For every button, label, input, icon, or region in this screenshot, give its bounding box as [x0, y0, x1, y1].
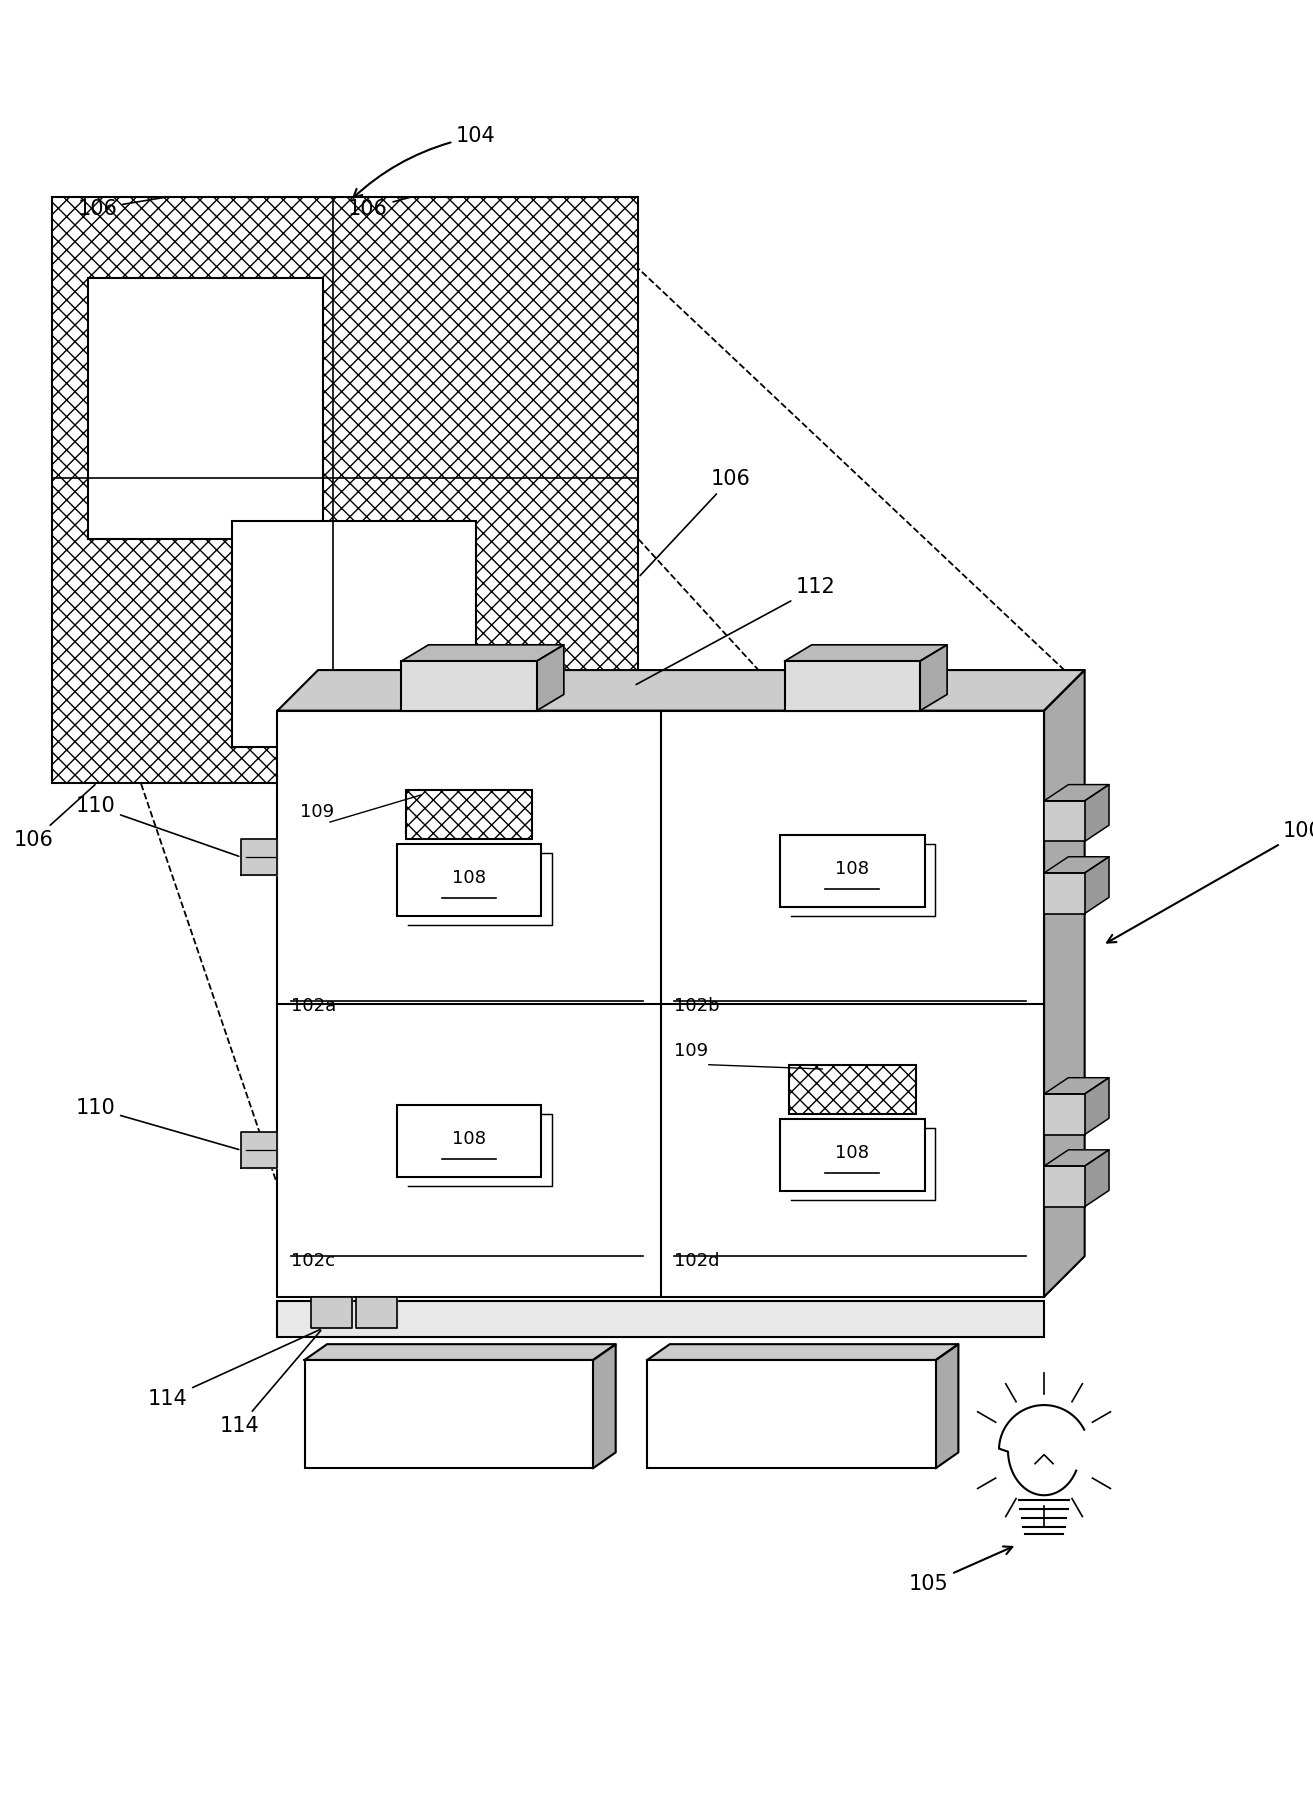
Polygon shape: [402, 644, 563, 660]
Text: 108: 108: [452, 1130, 486, 1148]
Bar: [88, 278, 323, 538]
Text: 102d: 102d: [675, 1251, 720, 1270]
Text: 102a: 102a: [291, 997, 336, 1015]
Text: 108: 108: [835, 860, 869, 879]
Text: 106: 106: [77, 196, 167, 218]
Text: 105: 105: [909, 1546, 1012, 1593]
Polygon shape: [647, 1344, 958, 1361]
Polygon shape: [356, 1297, 397, 1328]
Bar: [305, 1361, 593, 1468]
Text: 106: 106: [14, 784, 95, 849]
Polygon shape: [785, 644, 947, 660]
Bar: [785, 660, 920, 711]
Polygon shape: [1085, 1150, 1109, 1206]
Text: 106: 106: [348, 196, 410, 218]
Bar: [789, 1064, 915, 1115]
Text: 104: 104: [353, 127, 496, 198]
Bar: [277, 1301, 1044, 1337]
Text: 102b: 102b: [675, 997, 720, 1015]
Polygon shape: [1044, 1077, 1109, 1093]
Text: 110: 110: [75, 797, 239, 857]
Text: 102c: 102c: [291, 1251, 335, 1270]
Bar: [397, 1106, 541, 1177]
Text: 110: 110: [75, 1099, 239, 1150]
Bar: [1044, 873, 1085, 913]
Polygon shape: [1085, 1077, 1109, 1135]
Polygon shape: [311, 1297, 352, 1328]
Bar: [53, 196, 638, 782]
Bar: [406, 789, 532, 839]
Bar: [647, 1361, 936, 1468]
Bar: [1044, 1166, 1085, 1206]
Polygon shape: [242, 1131, 277, 1168]
Bar: [1044, 800, 1085, 842]
Polygon shape: [1085, 857, 1109, 913]
Text: 108: 108: [835, 1144, 869, 1162]
Polygon shape: [936, 1344, 958, 1468]
Polygon shape: [1044, 784, 1109, 800]
Bar: [402, 660, 537, 711]
Text: 109: 109: [301, 804, 335, 820]
Text: 114: 114: [219, 1330, 320, 1437]
Text: 114: 114: [147, 1330, 320, 1410]
Polygon shape: [593, 1344, 616, 1468]
Polygon shape: [277, 669, 1085, 711]
Polygon shape: [1044, 857, 1109, 873]
Polygon shape: [1044, 1150, 1109, 1166]
Polygon shape: [537, 644, 563, 711]
Polygon shape: [242, 839, 277, 875]
Polygon shape: [1085, 784, 1109, 842]
Bar: [780, 835, 924, 908]
Bar: [277, 711, 1044, 1297]
Polygon shape: [305, 1344, 616, 1361]
Text: 100: 100: [1107, 820, 1313, 942]
Text: 106: 106: [641, 469, 750, 575]
Bar: [232, 522, 475, 748]
Polygon shape: [1044, 669, 1085, 1297]
Text: 108: 108: [452, 869, 486, 888]
Bar: [1044, 1093, 1085, 1135]
Bar: [780, 1119, 924, 1191]
Bar: [397, 844, 541, 915]
Text: 109: 109: [675, 1042, 709, 1060]
Text: 112: 112: [637, 577, 836, 684]
Polygon shape: [920, 644, 947, 711]
